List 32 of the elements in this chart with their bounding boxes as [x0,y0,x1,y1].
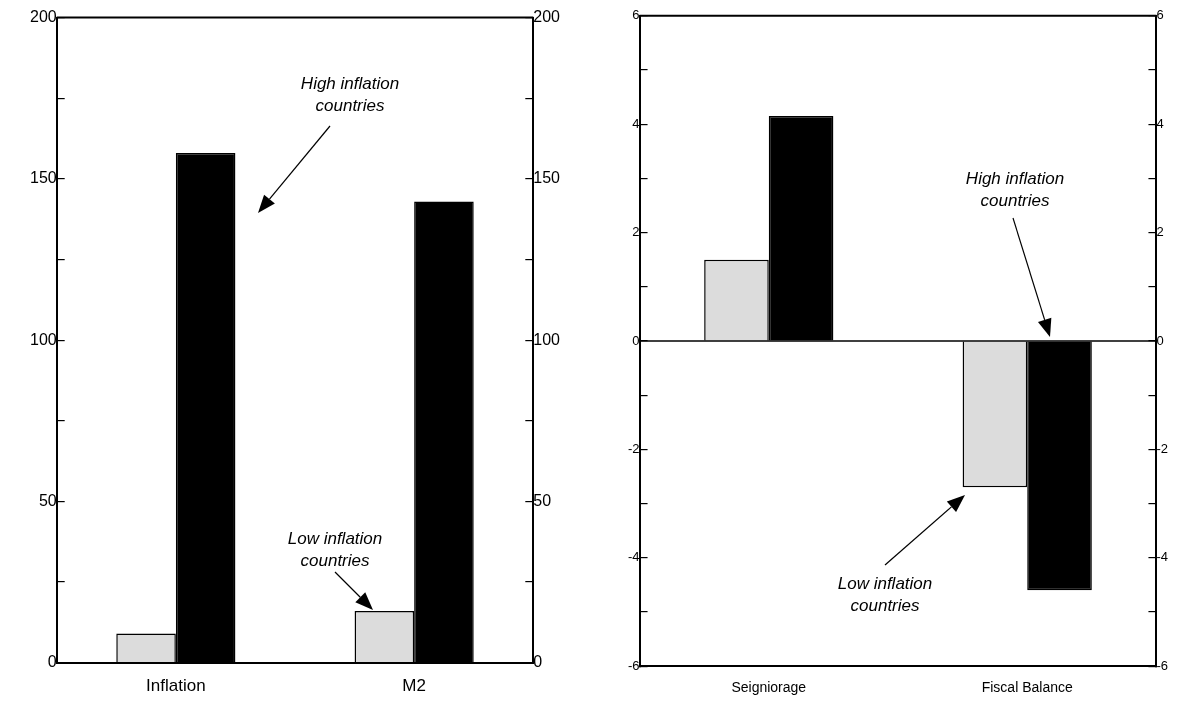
y2-tick-label: 6 [1156,7,1164,23]
y-tick-label: -6 [628,657,640,673]
y2-tick-label: -6 [1156,657,1168,673]
y2-tick-label: 100 [533,330,561,348]
y-tick-label: 200 [29,8,57,26]
y2-tick-label: 50 [533,491,552,509]
y2-tick-label: 2 [1156,224,1164,240]
x-tick-label: Inflation [146,676,206,696]
annotation: High inflation countries [300,73,400,115]
y2-tick-label: -2 [1156,440,1168,456]
y-tick-label: 100 [29,330,57,348]
y-tick-label: 50 [38,491,57,509]
y2-tick-label: 150 [533,169,561,187]
x-tick-label: Seigniorage [731,679,807,696]
y-tick-label: 2 [632,224,640,240]
x-tick-label: Fiscal Balance [981,679,1073,696]
x-tick-label: M2 [402,676,426,696]
annotation: Low inflation countries [287,528,383,570]
annotation: Low inflation countries [837,573,933,615]
y-tick-label: -2 [628,440,640,456]
y-tick-label: 4 [632,115,640,131]
y-tick-label: 6 [632,7,640,23]
y2-tick-label: 200 [533,8,561,26]
y2-tick-label: 0 [1156,332,1164,348]
y2-tick-label: 0 [533,653,543,671]
annotation: High inflation countries [965,168,1065,210]
y2-tick-label: -4 [1156,549,1168,565]
y-tick-label: 150 [29,169,57,187]
y-tick-label: 0 [47,653,57,671]
y-tick-label: 0 [632,332,640,348]
y2-tick-label: 4 [1156,115,1164,131]
y-tick-label: -4 [628,549,640,565]
